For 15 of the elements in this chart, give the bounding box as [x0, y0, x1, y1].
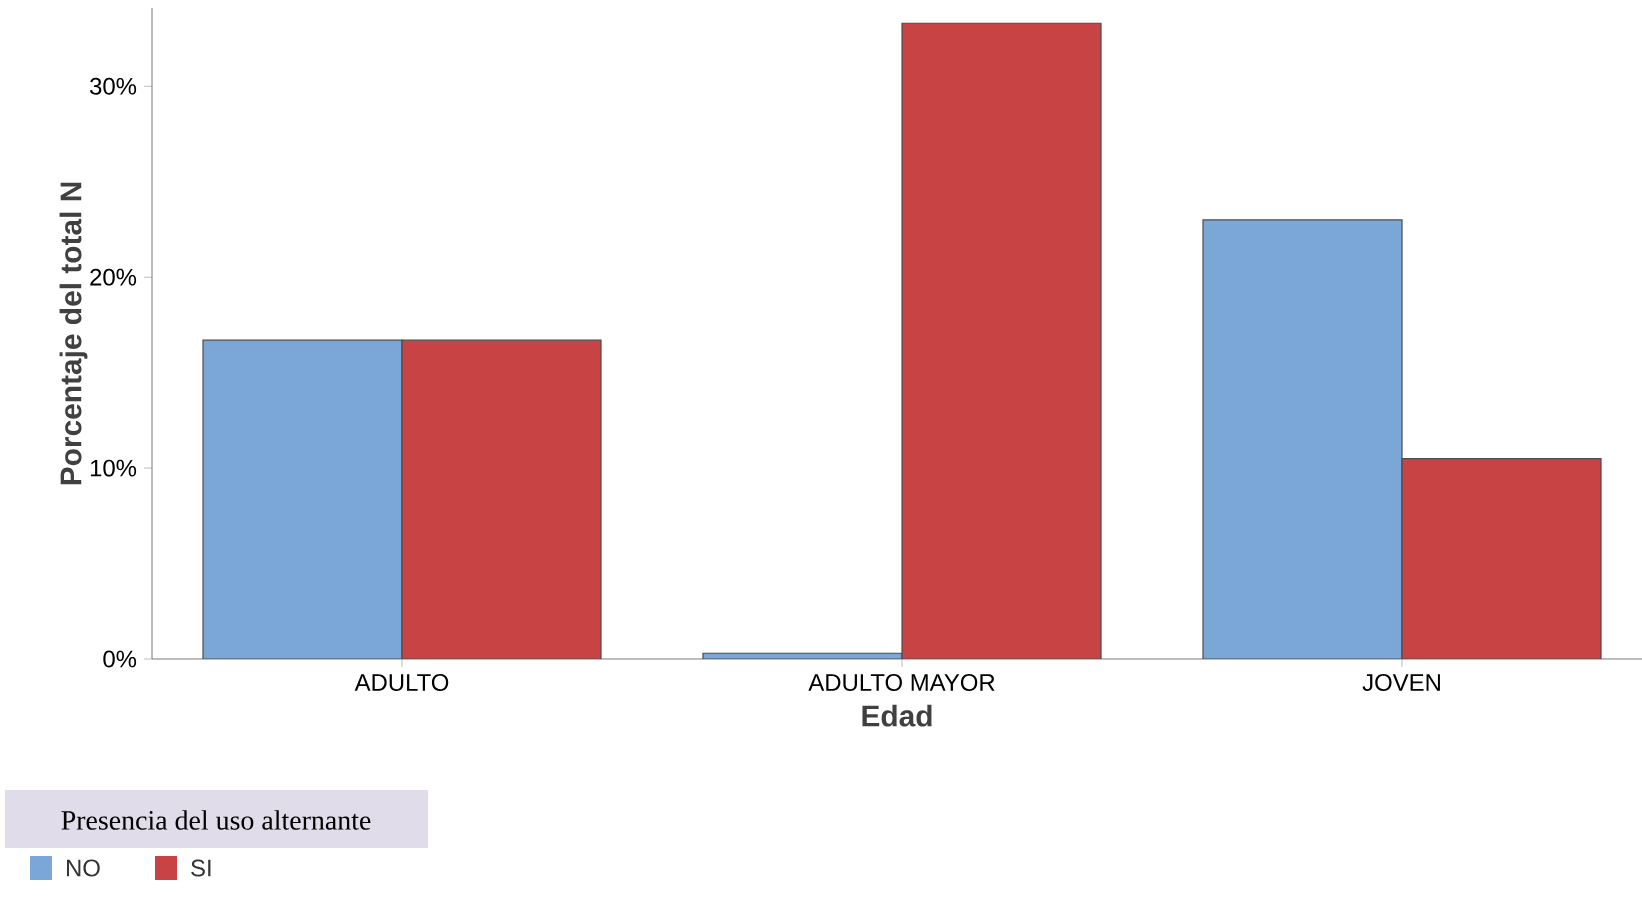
x-tick-label: ADULTO — [354, 674, 449, 691]
legend-label: NO — [67, 859, 100, 877]
y-tick-label: 20% — [90, 268, 137, 286]
legend-label: SI — [191, 859, 211, 877]
x-tick-label: JOVEN — [1362, 674, 1440, 691]
x-tick-label: ADULTO MAYOR — [808, 674, 995, 691]
legend-title: Presencia del uso alternante — [61, 810, 371, 830]
y-tick-label: 0% — [103, 650, 137, 668]
y-tick-label: 10% — [90, 459, 137, 477]
bar — [401, 339, 602, 659]
bar — [901, 22, 1102, 659]
bar — [1401, 457, 1602, 659]
y-tick-label: 30% — [90, 77, 137, 95]
x-axis-title: Edad — [862, 704, 932, 727]
y-axis-title: Porcentaje del total N — [59, 182, 88, 485]
